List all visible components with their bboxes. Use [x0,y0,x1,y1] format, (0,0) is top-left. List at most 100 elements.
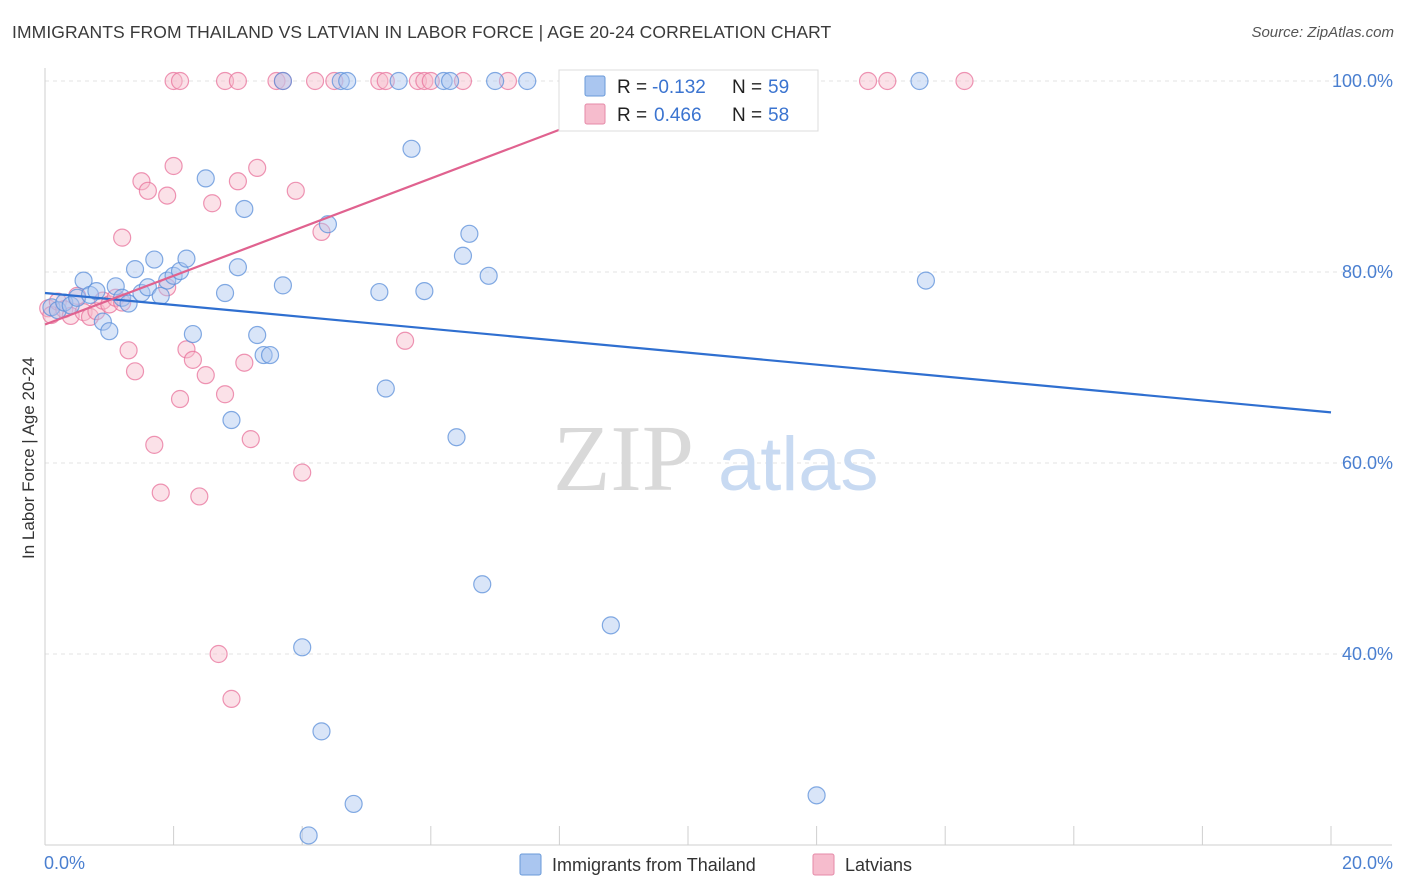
latvian-point [215,71,235,91]
latvian-point [183,350,202,369]
stats-n-label-pink: N = [732,105,762,126]
thailand-trend-line [44,291,1332,414]
thailand-point [228,258,247,277]
latvian-point [190,487,209,506]
axes [44,68,1392,846]
thailand-points [42,71,936,845]
thailand-point [145,250,164,269]
thailand-point [331,71,350,91]
stats-r-label-blue: R = [617,77,647,98]
y-tick-label: 100.0% [1332,71,1393,91]
thailand-point [916,271,936,290]
latvian-point [215,385,235,404]
thailand-point [440,71,460,91]
thailand-point [518,71,537,91]
latvians-points [39,71,974,708]
chart-title: IMMIGRANTS FROM THAILAND VS LATVIAN IN L… [12,22,832,42]
thailand-point [183,324,202,344]
thailand-point [601,616,620,635]
latvian-point [113,293,132,312]
thailand-point [447,428,466,447]
latvian-point [878,71,897,91]
latvian-point [170,389,190,409]
thailand-point [235,199,254,219]
thailand-point [222,410,241,430]
latvian-point [370,71,389,91]
thailand-point [177,249,196,268]
thailand-point [486,71,505,91]
thailand-point [376,379,395,398]
stats-r-label-pink: R = [617,105,647,126]
latvian-point [312,222,331,241]
latvian-point [305,71,325,91]
thailand-point [293,638,312,657]
latvian-point [325,71,344,91]
thailand-point [479,266,498,285]
latvian-point [138,181,157,200]
latvian-point [453,71,473,91]
stats-legend: R = -0.132 N = 59 R = 0.466 N = 58 [558,69,819,132]
y-tick-labels: 100.0% 80.0% 60.0% 40.0% [1332,71,1393,664]
thailand-point [93,312,112,331]
thailand-point [196,169,215,188]
watermark-zip: ZIP [553,407,694,511]
x-tick-label: 0.0% [44,853,85,873]
latvian-point [293,463,312,482]
legend-label-latvians[interactable]: Latvians [845,855,912,875]
thailand-point [106,277,125,296]
y-tick-label: 40.0% [1342,644,1393,664]
thailand-point [260,345,280,365]
latvian-point [376,71,395,91]
latvian-point [228,71,247,91]
thailand-point [389,71,408,91]
thailand-point [807,786,826,805]
watermark-atlas: atlas [718,422,879,507]
latvian-point [145,435,164,454]
latvian-point [395,331,415,350]
legend-swatch-thailand[interactable] [519,853,542,876]
stats-r-value-pink: 0.466 [654,105,702,126]
latvian-point [228,172,247,191]
thailand-point [460,224,479,243]
latvian-point [248,158,267,178]
stats-swatch-blue [584,75,606,97]
thailand-point [273,71,293,91]
legend-label-thailand[interactable]: Immigrants from Thailand [552,855,756,875]
latvian-point [267,71,286,91]
thailand-point [151,286,170,305]
thailand-point [370,282,389,302]
latvian-point [286,181,305,200]
latvian-point [125,362,145,381]
stats-n-value-pink: 58 [768,105,789,126]
latvian-point [408,71,428,91]
thailand-point [312,722,331,741]
thailand-point [299,826,318,845]
bottom-legend: Immigrants from Thailand Latvians [519,853,912,876]
latvian-point [132,172,151,191]
y-axis-label: In Labor Force | Age 20-24 [19,357,38,559]
latvian-point [415,71,434,91]
watermark: ZIP atlas [553,407,879,511]
latvian-point [235,353,254,372]
latvian-point [498,71,518,91]
thailand-point [119,294,138,313]
thailand-point [87,282,106,301]
stats-r-value-blue: -0.132 [652,77,706,98]
thailand-point [910,71,929,91]
thailand-point [415,282,434,301]
thailand-point [434,71,453,91]
latvian-point [955,71,974,91]
latvian-point [222,689,241,708]
thailand-point [338,71,357,91]
latvian-point [196,366,215,385]
thailand-point [254,345,273,365]
latvian-point [421,71,440,91]
latvian-point [209,644,228,664]
y-tick-label: 60.0% [1342,453,1393,473]
latvian-point [858,71,878,91]
latvian-point [158,186,177,205]
latvian-point [151,483,170,502]
stats-n-value-blue: 59 [768,77,789,98]
legend-swatch-latvians[interactable] [812,853,835,876]
